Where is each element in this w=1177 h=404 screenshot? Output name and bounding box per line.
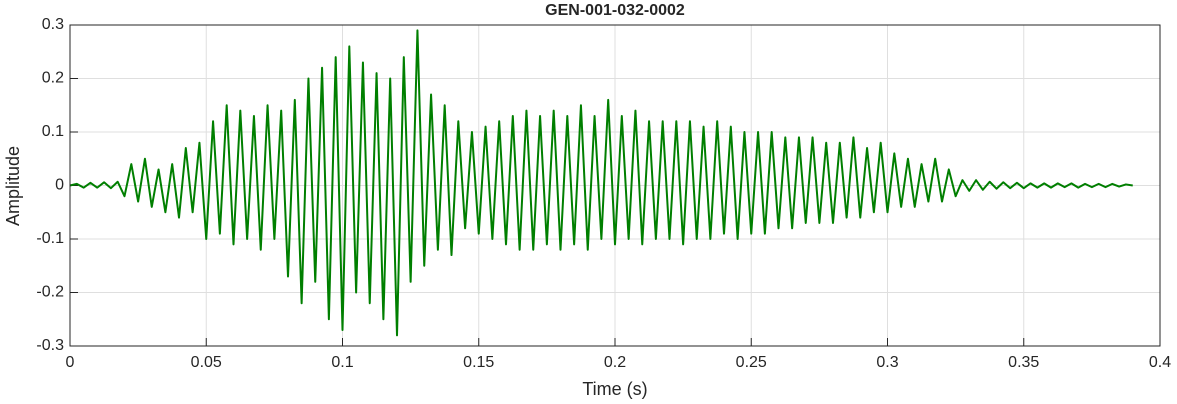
x-tick-label: 0: [66, 354, 75, 371]
y-tick-label: -0.1: [36, 230, 64, 247]
x-tick-label: 0.15: [463, 354, 494, 371]
y-axis-label: Amplitude: [3, 146, 23, 226]
y-tick-label: 0: [55, 177, 64, 194]
y-tick-label: -0.2: [36, 284, 64, 301]
y-tick-label: 0.2: [42, 70, 64, 87]
waveform: [69, 29, 1133, 337]
plot-frame: [69, 24, 1161, 347]
chart-title: GEN-001-032-0002: [545, 2, 685, 19]
x-axis-label: Time (s): [582, 379, 647, 399]
x-tick-label: 0.4: [1149, 354, 1171, 371]
x-tick-label: 0.3: [876, 354, 898, 371]
x-tick-label: 0.25: [736, 354, 767, 371]
x-tick-label: 0.1: [331, 354, 353, 371]
y-tick-label: 0.3: [42, 16, 64, 33]
x-tick-label: 0.35: [1008, 354, 1039, 371]
y-tick-label: 0.1: [42, 123, 64, 140]
y-tick-label: -0.3: [36, 337, 64, 354]
x-tick-label: 0.2: [604, 354, 626, 371]
x-tick-label: 0.05: [191, 354, 222, 371]
